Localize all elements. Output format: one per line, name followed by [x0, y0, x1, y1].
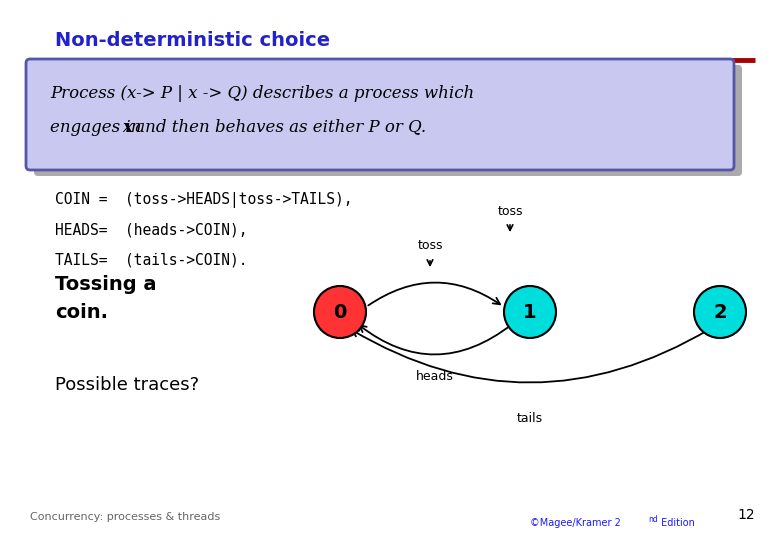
Text: and then behaves as either P or Q.: and then behaves as either P or Q.	[130, 118, 426, 136]
Text: Tossing a: Tossing a	[55, 275, 157, 294]
Text: heads: heads	[416, 370, 454, 383]
FancyBboxPatch shape	[26, 59, 734, 170]
Text: 12: 12	[737, 508, 755, 522]
Text: x: x	[122, 118, 132, 136]
Circle shape	[504, 286, 556, 338]
Text: toss: toss	[498, 205, 523, 218]
Text: engages in: engages in	[50, 118, 147, 136]
Text: Non-deterministic choice: Non-deterministic choice	[55, 30, 330, 50]
Circle shape	[694, 286, 746, 338]
Text: TAILS=  (tails->COIN).: TAILS= (tails->COIN).	[55, 253, 247, 267]
Text: ©Magee/Kramer 2: ©Magee/Kramer 2	[530, 518, 621, 528]
FancyBboxPatch shape	[34, 65, 742, 176]
Text: HEADS=  (heads->COIN),: HEADS= (heads->COIN),	[55, 222, 247, 238]
Text: tails: tails	[517, 412, 543, 425]
Text: Edition: Edition	[658, 518, 695, 528]
Text: coin.: coin.	[55, 302, 108, 321]
Text: toss: toss	[417, 239, 443, 252]
Text: 1: 1	[523, 302, 537, 321]
Circle shape	[314, 286, 366, 338]
Text: Concurrency: processes & threads: Concurrency: processes & threads	[30, 512, 220, 522]
Text: 2: 2	[713, 302, 727, 321]
Text: Process (x-> P | x -> Q) describes a process which: Process (x-> P | x -> Q) describes a pro…	[50, 84, 474, 102]
Text: 0: 0	[333, 302, 346, 321]
Text: nd: nd	[648, 515, 658, 524]
Text: COIN =  (toss->HEADS|toss->TAILS),: COIN = (toss->HEADS|toss->TAILS),	[55, 192, 353, 208]
Text: Possible traces?: Possible traces?	[55, 376, 199, 394]
